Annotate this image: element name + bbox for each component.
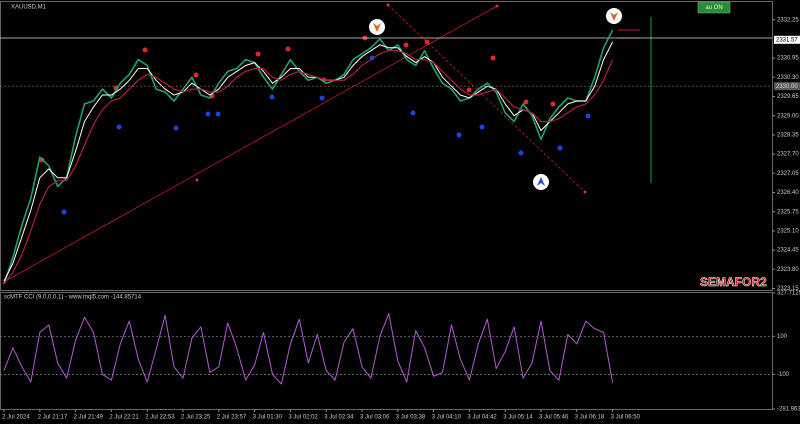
y-tick-label: 2325.75 bbox=[777, 209, 799, 215]
button-label[interactable]: au ON bbox=[705, 5, 722, 11]
price-panel bbox=[0, 1, 773, 291]
x-tick-label: 2 Jul 23:25 bbox=[181, 415, 211, 421]
anchor bbox=[195, 178, 199, 182]
y-tick-label: 2324.45 bbox=[777, 248, 799, 254]
x-tick-label: 2 Jul 22:53 bbox=[145, 415, 175, 421]
y-tick-label: 2330.30 bbox=[777, 75, 799, 81]
x-tick-label: 3 Jul 06:18 bbox=[575, 415, 605, 421]
button[interactable] bbox=[697, 1, 731, 14]
x-tick-label: 2 Jul 2024 bbox=[2, 415, 30, 421]
y-tick-label: 2330.95 bbox=[777, 56, 799, 62]
price-label: 2330.00 bbox=[776, 84, 798, 90]
x-tick-label: 3 Jul 01:30 bbox=[253, 415, 283, 421]
trend-line bbox=[1, 5, 498, 284]
anchor bbox=[583, 190, 587, 194]
x-tick-label: 3 Jul 05:46 bbox=[539, 415, 569, 421]
oscillator-panel bbox=[0, 292, 773, 410]
y-tick-label: 327.71255 bbox=[777, 291, 800, 297]
series-line bbox=[3, 29, 614, 285]
price-label-box bbox=[774, 82, 800, 91]
y-tick-label: 2329.65 bbox=[777, 94, 799, 100]
x-tick-label: 2 Jul 21:49 bbox=[74, 415, 104, 421]
chart-title: XAUUSD,M1 bbox=[11, 5, 47, 11]
y-tick-label: -281.96355 bbox=[777, 407, 800, 413]
series-line bbox=[3, 313, 614, 385]
y-tick-label: 2326.40 bbox=[777, 190, 799, 196]
watermark: SEMAFOR2 bbox=[700, 275, 767, 289]
y-tick-label: 100 bbox=[777, 334, 788, 340]
series-line bbox=[3, 50, 614, 285]
x-tick-label: 3 Jul 03:06 bbox=[360, 415, 390, 421]
x-tick-label: 3 Jul 02:34 bbox=[324, 415, 354, 421]
indicator-title: scMTF CCI (9,0,0,0,1) - www.mql5.com -14… bbox=[4, 295, 142, 301]
x-tick-label: 3 Jul 06:50 bbox=[611, 415, 641, 421]
y-tick-label: 2329.00 bbox=[777, 113, 799, 119]
x-tick-label: 2 Jul 22:21 bbox=[109, 415, 139, 421]
y-tick-label: 2327.05 bbox=[777, 171, 799, 177]
price-label: 2331.57 bbox=[776, 37, 798, 43]
semafor-highs bbox=[39, 35, 556, 163]
price-label-box bbox=[774, 35, 800, 44]
y-tick-label: 2325.10 bbox=[777, 229, 799, 235]
x-tick-label: 3 Jul 02:02 bbox=[288, 415, 318, 421]
x-tick-label: 2 Jul 21:17 bbox=[38, 415, 68, 421]
x-tick-label: 3 Jul 04:10 bbox=[432, 415, 462, 421]
semafor-lows bbox=[61, 55, 591, 215]
y-tick-label: 2323.80 bbox=[777, 267, 799, 273]
trend-line bbox=[387, 4, 586, 193]
anchor bbox=[386, 3, 390, 7]
series-line bbox=[3, 41, 614, 282]
arrow-signal bbox=[369, 8, 622, 190]
y-tick-label: -100 bbox=[777, 372, 790, 378]
y-tick-label: 2332.25 bbox=[777, 17, 799, 23]
y-tick-label: 2328.35 bbox=[777, 133, 799, 139]
y-tick-label: 2323.15 bbox=[777, 286, 799, 292]
x-tick-label: 3 Jul 05:14 bbox=[503, 415, 533, 421]
x-tick-label: 3 Jul 03:38 bbox=[396, 415, 426, 421]
drawings bbox=[0, 3, 772, 284]
anchor bbox=[495, 4, 499, 8]
x-tick-label: 3 Jul 04:42 bbox=[467, 415, 497, 421]
y-tick-label: 2327.70 bbox=[777, 152, 799, 158]
x-tick-label: 2 Jul 23:57 bbox=[217, 415, 247, 421]
